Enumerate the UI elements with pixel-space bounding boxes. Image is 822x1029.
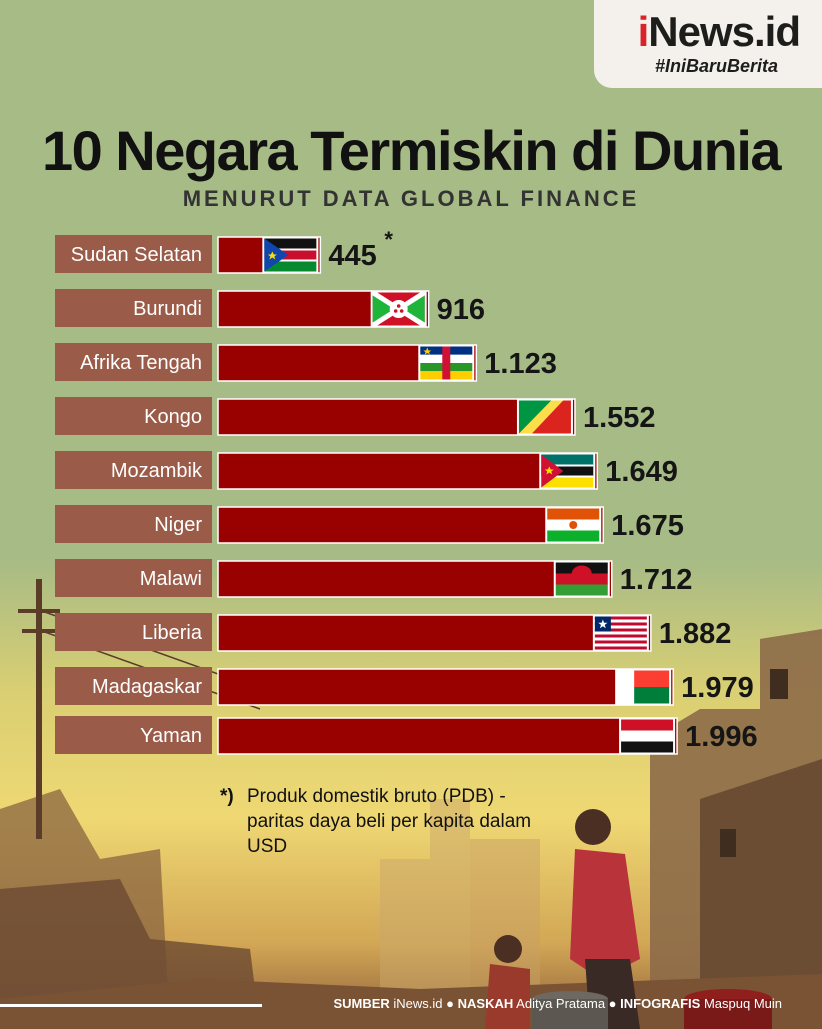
value-label: 445	[328, 240, 376, 272]
category-label-box	[55, 559, 212, 597]
category-label-box	[55, 613, 212, 651]
bar	[217, 668, 674, 706]
footnote-text: Produk domestik bruto (PDB) - paritas da…	[247, 786, 532, 857]
congo-flag	[516, 398, 573, 436]
category-label-box	[55, 289, 212, 327]
malawi-flag	[553, 560, 610, 598]
category-label: Burundi	[133, 298, 202, 320]
category-label-box	[55, 343, 212, 381]
category-label: Liberia	[142, 622, 203, 644]
bar	[217, 398, 576, 436]
central-african-republic-flag	[418, 344, 475, 382]
category-label-box	[55, 397, 212, 435]
chart-subtitle: MENURUT DATA GLOBAL FINANCE	[182, 186, 640, 211]
category-label: Niger	[154, 514, 202, 536]
bar	[217, 717, 678, 755]
niger-flag	[545, 506, 602, 544]
south-sudan-flag	[262, 236, 319, 274]
category-label: Malawi	[140, 568, 202, 590]
yemen-flag	[619, 717, 676, 755]
value-label: 1.712	[620, 564, 693, 596]
liberia-flag	[592, 614, 649, 652]
credits-footer: SUMBER iNews.id ● NASKAH Aditya Pratama …	[0, 994, 822, 1016]
category-label-box	[55, 235, 212, 273]
bar-chart: Sudan Selatan 445 * Burundi 916 Afrika Tengah…	[55, 227, 758, 755]
category-label: Yaman	[140, 725, 202, 747]
background-illustration	[0, 579, 822, 1029]
burundi-flag	[370, 290, 427, 328]
bar	[217, 506, 604, 544]
value-label: 1.882	[659, 618, 732, 650]
category-label-box	[55, 451, 212, 489]
category-label-box	[55, 505, 212, 543]
value-label: 1.123	[484, 348, 557, 380]
madagascar-flag	[615, 668, 672, 706]
bar	[217, 560, 613, 598]
value-label: 916	[437, 294, 485, 326]
category-label: Kongo	[144, 406, 202, 428]
value-label: 1.649	[605, 456, 678, 488]
category-label: Mozambik	[111, 460, 203, 482]
bar	[217, 452, 599, 490]
value-label: 1.979	[681, 672, 754, 704]
credits-text: SUMBER iNews.id ● NASKAH Aditya Pratama …	[333, 996, 782, 1011]
category-label: Afrika Tengah	[80, 352, 202, 374]
brand-badge: iNews.id #IniBaruBerita	[594, 0, 822, 88]
bar	[217, 614, 652, 652]
value-label: 1.996	[685, 721, 758, 753]
category-label-box	[55, 716, 212, 754]
footnote-marker: *)	[220, 786, 234, 807]
value-label: 1.675	[611, 510, 684, 542]
category-label: Sudan Selatan	[71, 244, 202, 266]
category-label: Madagaskar	[92, 676, 202, 698]
category-label-box	[55, 667, 212, 705]
chart-title: 10 Negara Termiskin di Dunia	[41, 119, 782, 182]
brand-hashtag: #IniBaruBerita	[654, 56, 778, 76]
brand-logo: iNews.id	[637, 8, 801, 55]
mozambique-flag	[539, 452, 596, 490]
annotation-marker: *	[384, 227, 393, 252]
footer-divider	[0, 1004, 262, 1007]
value-label: 1.552	[583, 402, 656, 434]
